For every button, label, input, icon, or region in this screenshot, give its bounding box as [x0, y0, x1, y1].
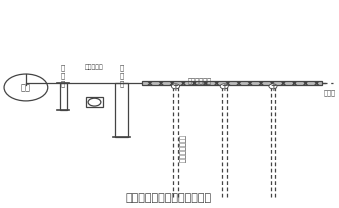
Circle shape: [172, 84, 180, 89]
Text: 濾
過
器: 濾 過 器: [61, 65, 65, 87]
Circle shape: [269, 84, 277, 89]
Bar: [60, 83, 67, 110]
Bar: [142, 82, 322, 85]
Text: +: +: [173, 83, 178, 89]
Text: 給
湯
器: 給 湯 器: [119, 65, 123, 87]
Text: +: +: [270, 86, 276, 92]
Text: 水源: 水源: [21, 83, 31, 92]
Circle shape: [220, 84, 228, 89]
Bar: [86, 97, 102, 107]
Text: +: +: [173, 86, 178, 92]
Text: かん水チューブ: かん水チューブ: [179, 135, 185, 163]
Text: +: +: [221, 83, 227, 89]
Text: 図２－４　温湯かん水の方法: 図２－４ 温湯かん水の方法: [126, 193, 212, 203]
Text: +: +: [270, 83, 276, 89]
Bar: [115, 83, 128, 137]
Text: +: +: [221, 86, 227, 92]
Circle shape: [88, 98, 101, 106]
Text: 給水ポンプ: 給水ポンプ: [85, 65, 104, 70]
Text: 開閉栓: 開閉栓: [323, 89, 335, 95]
Circle shape: [4, 74, 48, 101]
Text: 接続用パイプ: 接続用パイプ: [188, 77, 212, 84]
